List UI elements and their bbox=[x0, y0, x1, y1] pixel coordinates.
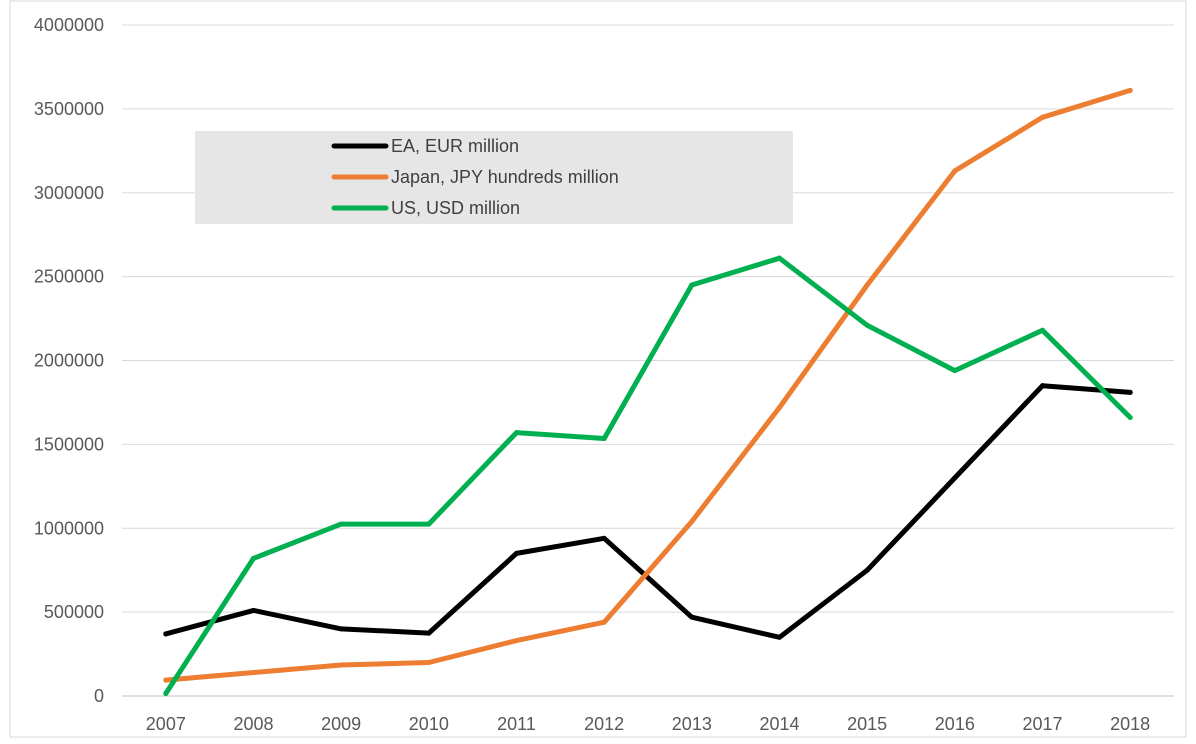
y-tick-label: 2500000 bbox=[34, 267, 104, 287]
x-tick-label: 2017 bbox=[1022, 714, 1062, 734]
data-point bbox=[251, 607, 256, 613]
data-point bbox=[251, 670, 256, 676]
data-point bbox=[163, 690, 169, 696]
data-point bbox=[1040, 383, 1045, 389]
data-point bbox=[514, 430, 519, 436]
x-tick-label: 2009 bbox=[321, 714, 361, 734]
x-tick-label: 2018 bbox=[1110, 714, 1150, 734]
data-point bbox=[163, 677, 169, 683]
x-tick-label: 2011 bbox=[497, 714, 536, 734]
data-point bbox=[338, 521, 344, 527]
data-point bbox=[514, 638, 519, 644]
x-tick-label: 2013 bbox=[672, 714, 712, 734]
data-point bbox=[952, 368, 958, 374]
y-tick-label: 1000000 bbox=[34, 518, 104, 538]
plot-border bbox=[9, 0, 1187, 738]
legend-label: EA, EUR million bbox=[391, 136, 519, 156]
y-tick-label: 3000000 bbox=[34, 183, 104, 203]
legend-label: Japan, JPY hundreds million bbox=[391, 167, 619, 187]
y-tick-label: 2000000 bbox=[34, 351, 104, 371]
data-point bbox=[426, 630, 432, 636]
data-point bbox=[601, 619, 607, 625]
data-point bbox=[689, 519, 695, 525]
data-point bbox=[1127, 389, 1133, 395]
data-point bbox=[952, 475, 958, 481]
data-point bbox=[426, 521, 432, 527]
data-point bbox=[1127, 87, 1133, 93]
y-tick-label: 500000 bbox=[44, 602, 104, 622]
x-tick-label: 2015 bbox=[847, 714, 887, 734]
x-tick-label: 2010 bbox=[409, 714, 449, 734]
x-tick-label: 2008 bbox=[233, 714, 273, 734]
data-point bbox=[689, 614, 695, 620]
legend-box bbox=[195, 131, 793, 224]
data-point bbox=[251, 555, 256, 561]
data-point bbox=[601, 535, 607, 541]
x-tick-label: 2012 bbox=[584, 714, 624, 734]
x-tick-label: 2007 bbox=[146, 714, 186, 734]
data-point bbox=[952, 168, 958, 174]
y-tick-label: 4000000 bbox=[34, 15, 104, 35]
x-tick-label: 2014 bbox=[759, 714, 799, 734]
x-tick-label: 2016 bbox=[935, 714, 975, 734]
data-point bbox=[338, 662, 344, 668]
data-point bbox=[689, 282, 695, 288]
data-point bbox=[777, 255, 782, 261]
data-point bbox=[864, 567, 870, 573]
data-point bbox=[601, 436, 607, 442]
data-point bbox=[426, 659, 432, 665]
data-point bbox=[1040, 114, 1045, 120]
data-point bbox=[514, 550, 519, 556]
y-tick-label: 0 bbox=[94, 686, 104, 706]
series-line bbox=[163, 255, 1133, 696]
data-point bbox=[163, 631, 169, 637]
data-point bbox=[1127, 415, 1133, 421]
series-line bbox=[163, 87, 1133, 683]
legend-label: US, USD million bbox=[391, 198, 520, 218]
data-point bbox=[777, 634, 782, 640]
y-tick-label: 1500000 bbox=[34, 434, 104, 454]
y-tick-label: 3500000 bbox=[34, 99, 104, 119]
data-point bbox=[1040, 327, 1045, 333]
data-point bbox=[864, 282, 870, 288]
data-point bbox=[777, 404, 782, 410]
data-point bbox=[338, 626, 344, 632]
series-line bbox=[163, 383, 1133, 640]
data-point bbox=[864, 322, 870, 328]
